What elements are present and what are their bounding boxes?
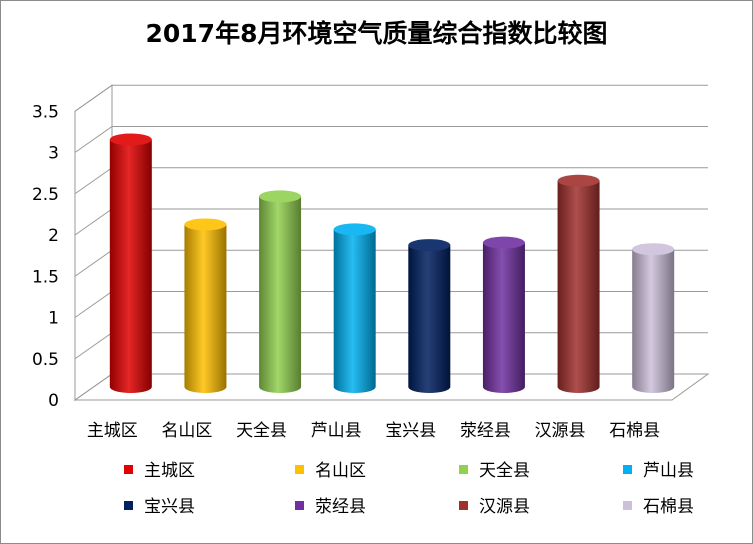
legend-label: 天全县 bbox=[479, 461, 530, 481]
legend-swatch bbox=[295, 501, 304, 510]
bar-top bbox=[334, 223, 376, 235]
gridline bbox=[75, 127, 708, 153]
bar bbox=[483, 237, 525, 393]
bar-body bbox=[334, 229, 376, 393]
bar bbox=[259, 190, 301, 393]
gridlines bbox=[75, 85, 708, 359]
legend-label: 宝兴县 bbox=[144, 497, 195, 517]
legend-swatch bbox=[295, 465, 304, 474]
chart-floor bbox=[75, 374, 708, 400]
bar-body bbox=[632, 249, 674, 393]
bar-body bbox=[408, 245, 450, 393]
x-tick-label: 主城区 bbox=[87, 421, 138, 441]
legend-entry: 天全县 bbox=[459, 461, 530, 481]
x-tick-label: 汉源县 bbox=[535, 421, 586, 441]
legend-swatch bbox=[459, 501, 468, 510]
gridline bbox=[75, 333, 708, 359]
legend-entry: 名山区 bbox=[295, 461, 366, 481]
y-tick-label: 0 bbox=[48, 391, 59, 411]
bar bbox=[334, 223, 376, 393]
gridline bbox=[75, 250, 708, 276]
x-axis-labels: 主城区 名山区 天全县 芦山县 宝兴县 荥经县 汉源县 石棉县 bbox=[87, 421, 660, 441]
bar bbox=[558, 175, 600, 393]
gridline bbox=[75, 292, 708, 318]
y-tick-label: 3.5 bbox=[32, 102, 59, 122]
legend-label: 名山区 bbox=[315, 461, 366, 481]
bar bbox=[408, 239, 450, 393]
legend-label: 汉源县 bbox=[479, 497, 530, 517]
legend-label: 石棉县 bbox=[643, 497, 694, 517]
legend-swatch bbox=[124, 465, 133, 474]
bar-top bbox=[110, 134, 152, 146]
chart-back-wall bbox=[75, 85, 112, 400]
legend-label: 荥经县 bbox=[315, 497, 366, 517]
y-tick-label: 3 bbox=[48, 144, 59, 164]
bar-body bbox=[259, 196, 301, 393]
side-wall bbox=[75, 85, 112, 400]
y-axis-ticks: 0 0.5 1 1.5 2 2.5 3 3.5 bbox=[32, 102, 59, 411]
bar-body bbox=[184, 224, 226, 393]
x-tick-label: 荥经县 bbox=[460, 421, 511, 441]
y-tick-label: 2 bbox=[48, 226, 59, 246]
bar-top bbox=[558, 175, 600, 187]
legend-entry: 宝兴县 bbox=[124, 497, 195, 517]
x-tick-label: 天全县 bbox=[236, 421, 287, 441]
x-tick-label: 名山区 bbox=[161, 421, 212, 441]
x-tick-label: 芦山县 bbox=[311, 421, 362, 441]
legend-swatch bbox=[623, 501, 632, 510]
bar-body bbox=[483, 243, 525, 393]
legend-swatch bbox=[623, 465, 632, 474]
legend-entry: 主城区 bbox=[124, 461, 195, 481]
legend-entry: 芦山县 bbox=[623, 461, 694, 481]
bars bbox=[110, 134, 674, 394]
bar-top bbox=[483, 237, 525, 249]
legend-entry: 荥经县 bbox=[295, 497, 366, 517]
bar-body bbox=[110, 140, 152, 394]
y-tick-label: 2.5 bbox=[32, 185, 59, 205]
x-tick-label: 宝兴县 bbox=[385, 421, 436, 441]
bar-body bbox=[558, 181, 600, 393]
legend-label: 主城区 bbox=[144, 461, 195, 481]
legend-entry: 汉源县 bbox=[459, 497, 530, 517]
floor-plane bbox=[75, 374, 708, 400]
bar bbox=[110, 134, 152, 394]
gridline bbox=[75, 85, 708, 111]
bar-top bbox=[408, 239, 450, 251]
gridline bbox=[75, 209, 708, 235]
bar-top bbox=[259, 190, 301, 202]
legend-entry: 石棉县 bbox=[623, 497, 694, 517]
y-tick-label: 1 bbox=[48, 309, 59, 329]
bar bbox=[184, 218, 226, 393]
bar-top bbox=[184, 218, 226, 230]
legend-swatch bbox=[124, 501, 133, 510]
y-tick-label: 1.5 bbox=[32, 267, 59, 287]
legend-label: 芦山县 bbox=[643, 461, 694, 481]
y-tick-label: 0.5 bbox=[32, 350, 59, 370]
legend-swatch bbox=[459, 465, 468, 474]
x-tick-label: 石棉县 bbox=[609, 421, 660, 441]
bar-top bbox=[632, 243, 674, 255]
bar bbox=[632, 243, 674, 393]
gridline bbox=[75, 168, 708, 194]
